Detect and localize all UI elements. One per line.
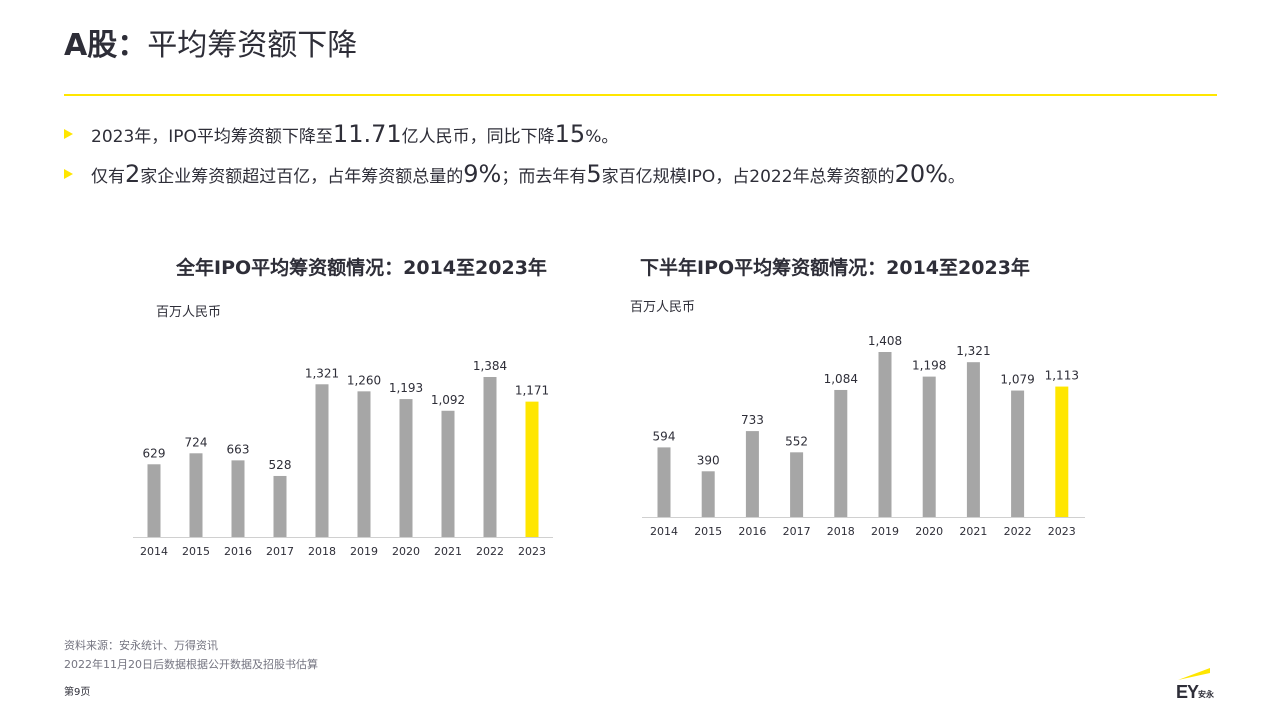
x-tick-label-2019: 2019 [871, 525, 899, 538]
chart-title-second-half: 下半年IPO平均筹资额情况：2014至2023年 [640, 257, 1030, 279]
data-label-2014: 629 [143, 446, 166, 460]
bar-2023 [1055, 386, 1069, 517]
bar-2015 [189, 453, 203, 537]
x-tick-label-2019: 2019 [350, 545, 378, 558]
data-label-2021: 1,092 [431, 393, 465, 407]
page-number: 第9页 [64, 687, 91, 698]
data-label-2014: 594 [653, 429, 676, 443]
bar-chart-second-half: 594 2014 390 2015 733 2016 552 2017 1,084 2018 1,4… [642, 334, 1085, 538]
bar-2020 [922, 376, 936, 517]
bullet-item-2: 仅有2家企业筹资额超过百亿，占年筹资额总量的9%；而去年有5家百亿规模IPO，占… [64, 156, 1224, 196]
data-label-2022: 1,384 [473, 359, 507, 373]
page-title-rest: 平均筹资额下降 [147, 28, 358, 63]
data-label-2019: 1,260 [347, 373, 381, 387]
bullet-text: 亿人民币，同比下降 [401, 127, 555, 147]
bar-2020 [399, 399, 413, 537]
bullet-highlight-number: 11.71 [332, 120, 402, 148]
data-label-2015: 724 [185, 435, 208, 449]
bar-2018 [834, 389, 848, 517]
bullet-arrow-icon [64, 129, 73, 139]
data-label-2018: 1,321 [305, 366, 339, 380]
x-tick-label-2014: 2014 [650, 525, 678, 538]
bullet-text: 仅有 [91, 167, 125, 187]
bullet-arrow-icon [64, 169, 73, 179]
x-tick-label-2023: 2023 [1048, 525, 1076, 538]
page-title-bold: A股： [64, 28, 148, 63]
bullet-text: 家百亿规模IPO，占2022年总筹资额的 [601, 167, 895, 187]
title-divider [64, 94, 1217, 96]
bar-chart-full-year: 629 2014 724 2015 663 2016 528 2017 1,321 2018 1,2… [133, 359, 553, 558]
chart-unit-label-full-year: 百万人民币 [156, 305, 222, 320]
ey-logo-beam-icon [1178, 668, 1210, 680]
x-tick-label-2017: 2017 [266, 545, 294, 558]
x-tick-label-2023: 2023 [518, 545, 546, 558]
x-tick-label-2015: 2015 [182, 545, 210, 558]
bar-2014 [657, 447, 671, 517]
x-tick-label-2022: 2022 [1004, 525, 1032, 538]
chart-title-full-year: 全年IPO平均筹资额情况：2014至2023年 [176, 257, 547, 279]
bullet-text: ；而去年有 [501, 167, 587, 187]
bar-2016 [231, 460, 245, 537]
x-tick-label-2015: 2015 [694, 525, 722, 538]
x-tick-label-2021: 2021 [959, 525, 987, 538]
bullet-text: 家企业筹资额超过百亿，占年筹资额总量的 [140, 167, 464, 187]
data-label-2015: 390 [697, 453, 720, 467]
bullet-text: 2023年，IPO平均筹资额下降至 [91, 127, 333, 147]
bullet-highlight-number: 5 [586, 160, 602, 188]
ey-logo-cn: 安永 [1198, 690, 1214, 699]
x-tick-label-2017: 2017 [783, 525, 811, 538]
x-tick-label-2020: 2020 [392, 545, 420, 558]
bar-2015 [701, 471, 715, 517]
x-tick-label-2014: 2014 [140, 545, 168, 558]
data-label-2017: 528 [269, 458, 292, 472]
bar-2021 [966, 362, 980, 517]
x-tick-label-2018: 2018 [827, 525, 855, 538]
source-note: 资料来源：安永统计、万得资讯 2022年11月20日后数据根据公开数据及招股书估… [64, 636, 318, 674]
bar-2019 [878, 352, 892, 517]
ey-logo: EY 安永 [1174, 664, 1222, 704]
bar-2021 [441, 410, 455, 537]
x-tick-label-2018: 2018 [308, 545, 336, 558]
bullet-text: 。 [947, 167, 965, 187]
data-label-2022: 1,079 [1000, 373, 1034, 387]
bullet-list: 2023年，IPO平均筹资额下降至11.71亿人民币，同比下降15%。 仅有2家… [64, 116, 1224, 196]
data-label-2023: 1,171 [515, 384, 549, 398]
ey-logo-mark: EY [1176, 682, 1199, 702]
bar-2019 [357, 391, 371, 537]
bullet-highlight-number: 20% [894, 160, 948, 188]
data-label-2016: 663 [227, 442, 250, 456]
data-label-2020: 1,193 [389, 381, 423, 395]
data-label-2020: 1,198 [912, 359, 946, 373]
x-tick-label-2020: 2020 [915, 525, 943, 538]
x-tick-label-2022: 2022 [476, 545, 504, 558]
chart-unit-label-second-half: 百万人民币 [630, 300, 696, 315]
source-line-1: 资料来源：安永统计、万得资讯 [64, 639, 218, 652]
bar-2022 [483, 377, 497, 537]
data-label-2023: 1,113 [1045, 369, 1079, 383]
source-line-2: 2022年11月20日后数据根据公开数据及招股书估算 [64, 658, 318, 671]
x-tick-label-2016: 2016 [738, 525, 766, 538]
bullet-text: %。 [585, 127, 619, 147]
bullet-highlight-number: 15 [554, 120, 586, 148]
bar-2017 [273, 475, 287, 537]
bar-2016 [745, 431, 759, 517]
bar-2018 [315, 384, 329, 537]
data-label-2017: 552 [785, 434, 808, 448]
data-label-2016: 733 [741, 413, 764, 427]
x-tick-label-2021: 2021 [434, 545, 462, 558]
x-tick-label-2016: 2016 [224, 545, 252, 558]
data-label-2021: 1,321 [956, 344, 990, 358]
bar-2014 [147, 464, 161, 537]
data-label-2018: 1,084 [824, 372, 858, 386]
page-title: A股：平均筹资额下降 [64, 26, 357, 66]
bullet-highlight-number: 9% [463, 160, 502, 188]
bar-2017 [790, 452, 804, 517]
bullet-highlight-number: 2 [125, 160, 141, 188]
data-label-2019: 1,408 [868, 334, 902, 348]
bar-2022 [1011, 390, 1025, 517]
bullet-item-1: 2023年，IPO平均筹资额下降至11.71亿人民币，同比下降15%。 [64, 116, 1224, 156]
bar-2023 [525, 401, 539, 537]
